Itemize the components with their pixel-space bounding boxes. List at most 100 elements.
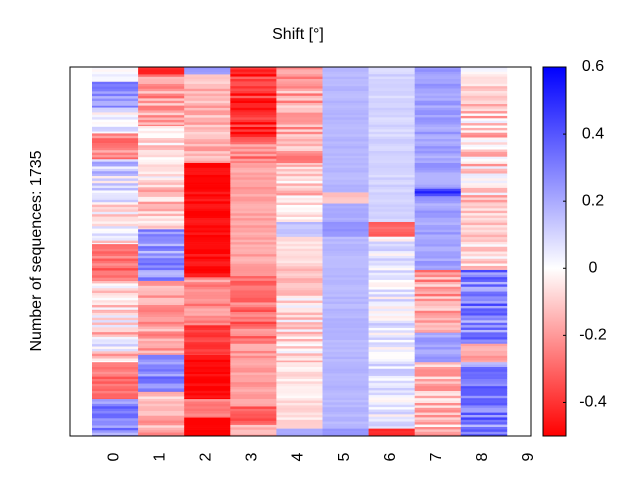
heatmap-cell [322, 191, 369, 193]
heatmap-cell [184, 369, 231, 372]
heatmap-cell [230, 206, 277, 209]
heatmap-cell [322, 93, 369, 97]
heatmap-cell [414, 362, 462, 365]
heatmap-cell [138, 430, 185, 433]
heatmap-cell [138, 288, 185, 291]
heatmap-cell [230, 251, 277, 255]
heatmap-cell [276, 176, 323, 179]
heatmap-cell [230, 420, 277, 424]
heatmap-cell [184, 282, 231, 285]
heatmap-cell [460, 246, 508, 250]
heatmap-cell [460, 395, 508, 399]
x-tick-label: 2 [197, 452, 214, 461]
heatmap-cell [414, 305, 462, 309]
heatmap-cell [92, 114, 139, 118]
heatmap-cell [368, 301, 415, 305]
heatmap-cell [368, 431, 415, 434]
heatmap-cell [184, 415, 231, 418]
heatmap-cell [138, 369, 185, 372]
heatmap-cell [184, 81, 231, 85]
heatmap-cell [138, 93, 185, 97]
heatmap-cell [230, 343, 277, 347]
heatmap-cell [414, 391, 462, 394]
heatmap-column-8 [460, 67, 508, 437]
heatmap-cell [184, 411, 231, 414]
heatmap-cell [184, 107, 231, 111]
heatmap-cell [230, 146, 277, 150]
heatmap-cell [276, 410, 323, 413]
heatmap-cell [368, 112, 415, 116]
heatmap-cell [138, 223, 185, 226]
heatmap-cell [230, 391, 277, 395]
heatmap-cell [138, 208, 185, 212]
heatmap-cell [414, 265, 462, 269]
colorbar-ticks: -0.4 -0.2 0 0.2 0.4 0.6 [563, 58, 607, 411]
heatmap-cell [322, 127, 369, 130]
heatmap-cell [230, 427, 277, 431]
heatmap-cell [368, 151, 415, 154]
heatmap-cell [92, 379, 139, 382]
heatmap-cell [92, 214, 139, 217]
heatmap-cell [368, 428, 415, 432]
heatmap-cell [184, 320, 231, 324]
heatmap-cell [414, 427, 462, 430]
heatmap-cell [230, 309, 277, 313]
heatmap-cell [92, 411, 139, 414]
heatmap-cell [460, 301, 508, 304]
heatmap-cell [184, 406, 231, 409]
heatmap-cell [230, 234, 277, 238]
heatmap-cell [276, 422, 323, 425]
heatmap-cell [138, 362, 185, 365]
heatmap-cell [368, 385, 415, 389]
heatmap-cell [138, 91, 185, 94]
heatmap-cell [184, 301, 231, 305]
heatmap-cell [460, 103, 508, 105]
heatmap-cell [92, 211, 139, 215]
heatmap-cell [368, 347, 415, 350]
heatmap-cell [322, 177, 369, 181]
heatmap-cell [322, 253, 369, 257]
heatmap-cell [460, 261, 508, 264]
heatmap-cell [276, 239, 323, 242]
heatmap-cell [414, 74, 462, 77]
heatmap-cell [184, 434, 231, 437]
heatmap-cell [276, 364, 323, 368]
heatmap-cell [322, 327, 369, 331]
heatmap-cell [230, 129, 277, 133]
heatmap-cell [92, 231, 139, 234]
heatmap-cell [230, 355, 277, 359]
heatmap-cell [322, 170, 369, 173]
heatmap-cell [368, 206, 415, 210]
heatmap-cell [92, 386, 139, 389]
heatmap-cell [138, 124, 185, 127]
heatmap-cell [414, 103, 462, 106]
heatmap-cell [414, 127, 462, 130]
heatmap-cell [460, 192, 508, 196]
heatmap-cell [322, 431, 369, 434]
heatmap-cell [460, 161, 508, 165]
heatmap-cell [414, 417, 462, 421]
heatmap-cell [276, 258, 323, 262]
heatmap-cell [322, 325, 369, 329]
heatmap-cell [322, 221, 369, 225]
heatmap-cell [414, 395, 462, 399]
heatmap-cell [276, 160, 323, 164]
heatmap-cell [230, 172, 277, 176]
heatmap-cell [138, 169, 185, 172]
heatmap-cell [138, 302, 185, 306]
heatmap-cell [322, 115, 369, 118]
heatmap-cell [230, 153, 277, 157]
heatmap-cell [368, 399, 415, 403]
heatmap-cell [414, 184, 462, 188]
heatmap-cell [138, 357, 185, 360]
heatmap-cell [184, 256, 231, 260]
heatmap-cell [184, 342, 231, 345]
heatmap-cell [92, 305, 139, 308]
heatmap-cell [138, 350, 185, 354]
heatmap-cell [414, 198, 462, 202]
heatmap-cell [368, 187, 415, 190]
heatmap-cell [230, 83, 277, 87]
heatmap-cell [276, 229, 323, 232]
heatmap-cell [276, 292, 323, 296]
heatmap-cell [414, 422, 462, 425]
